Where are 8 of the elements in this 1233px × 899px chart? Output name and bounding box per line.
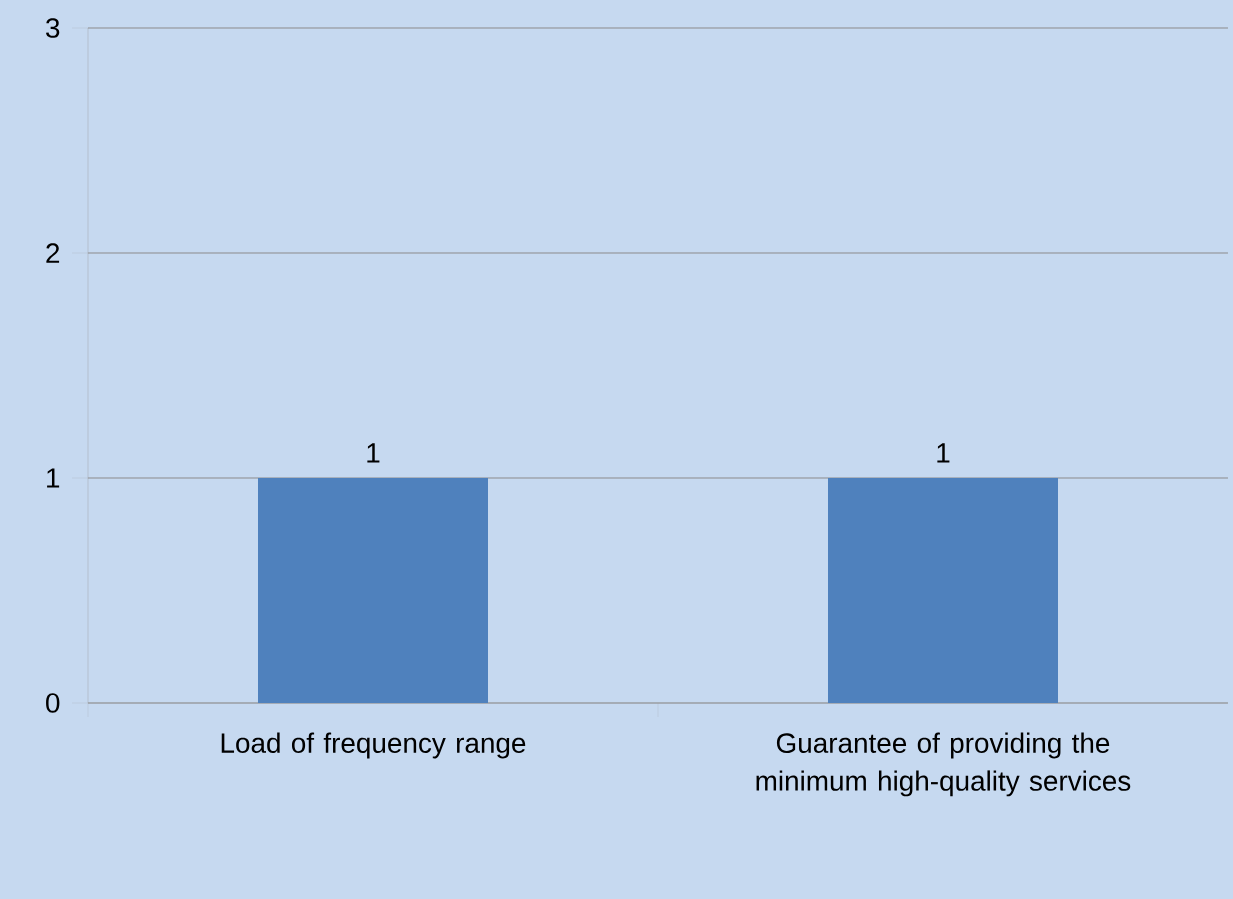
x-tick-label: Load of frequency range xyxy=(221,732,526,759)
x-tick-label: Guarantee of providing the minimum high-quality services xyxy=(756,732,1131,797)
y-tick-label: 2 xyxy=(46,243,60,263)
y-tick-label: 1 xyxy=(47,468,60,488)
y-tick-label: 0 xyxy=(46,693,60,713)
y-tick-label: 3 xyxy=(46,18,60,38)
data-label: 1 xyxy=(367,443,380,463)
data-label: 1 xyxy=(937,443,950,463)
